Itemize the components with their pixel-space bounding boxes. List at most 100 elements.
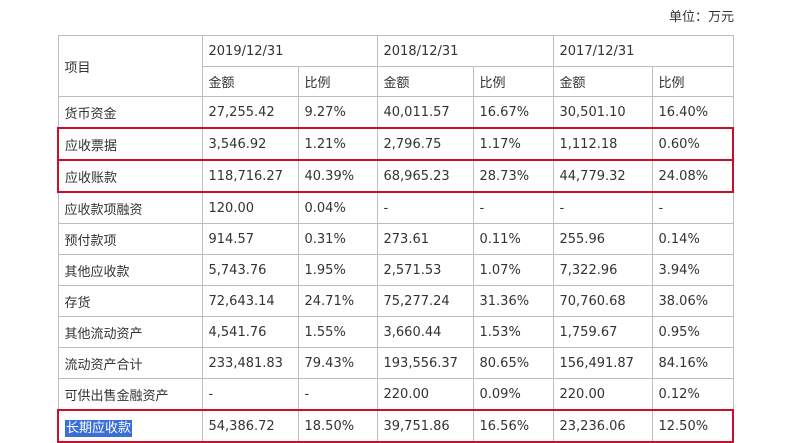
header-year: 2017/12/31 (552, 35, 734, 67)
cell-ratio: 0.31% (297, 223, 378, 255)
cell-amount: 40,011.57 (376, 96, 474, 129)
cell-ratio: 40.39% (297, 159, 378, 193)
cell-amount: - (552, 191, 653, 224)
cell-ratio: 1.17% (472, 127, 554, 161)
cell-amount: 3,546.92 (201, 127, 299, 161)
cell-amount: - (201, 378, 299, 411)
cell-ratio: 16.67% (472, 96, 554, 129)
cell-ratio: 0.12% (651, 378, 734, 411)
selected-text[interactable]: 长期应收款 (65, 419, 133, 437)
table-row: 其他流动资产 4,541.76 1.55% 3,660.44 1.53% 1,7… (57, 316, 734, 348)
table-row-highlighted: 长期应收款 54,386.72 18.50% 39,751.86 16.56% … (57, 409, 734, 443)
cell-amount: 27,255.42 (201, 96, 299, 129)
cell-ratio: 16.56% (472, 409, 554, 443)
table-row: 预付款项 914.57 0.31% 273.61 0.11% 255.96 0.… (57, 223, 734, 255)
cell-amount: 54,386.72 (201, 409, 299, 443)
header-amount: 金额 (201, 66, 299, 97)
cell-ratio: - (472, 191, 554, 224)
cell-amount: 2,571.53 (376, 254, 474, 286)
cell-amount: 5,743.76 (201, 254, 299, 286)
cell-amount: 39,751.86 (376, 409, 474, 443)
cell-ratio: 1.53% (472, 316, 554, 348)
cell-amount: 156,491.87 (552, 347, 653, 379)
header-year: 2019/12/31 (201, 35, 378, 67)
cell-amount: 118,716.27 (201, 159, 299, 193)
cell-amount: 23,236.06 (552, 409, 653, 443)
row-label-selected[interactable]: 长期应收款 (57, 409, 203, 443)
cell-ratio: 0.09% (472, 378, 554, 411)
header-item: 项目 (57, 35, 203, 97)
row-label: 流动资产合计 (57, 347, 203, 379)
cell-ratio: 0.11% (472, 223, 554, 255)
cell-amount: 1,112.18 (552, 127, 653, 161)
cell-amount: 68,965.23 (376, 159, 474, 193)
row-label: 应收账款 (57, 159, 203, 193)
row-label: 其他流动资产 (57, 316, 203, 348)
cell-amount: 273.61 (376, 223, 474, 255)
cell-amount: 72,643.14 (201, 285, 299, 317)
header-amount: 金额 (552, 66, 653, 97)
cell-ratio: 9.27% (297, 96, 378, 129)
row-label: 其他应收款 (57, 254, 203, 286)
cell-ratio: 18.50% (297, 409, 378, 443)
table-row: 流动资产合计 233,481.83 79.43% 193,556.37 80.6… (57, 347, 734, 379)
cell-ratio: 84.16% (651, 347, 734, 379)
header-row-years: 项目 2019/12/31 2018/12/31 2017/12/31 (57, 35, 734, 97)
unit-label: 单位：万元 (668, 10, 734, 25)
cell-amount: 44,779.32 (552, 159, 653, 193)
row-label: 预付款项 (57, 223, 203, 255)
header-year: 2018/12/31 (376, 35, 554, 67)
cell-ratio: 3.94% (651, 254, 734, 286)
table-row-highlighted: 应收账款 118,716.27 40.39% 68,965.23 28.73% … (57, 159, 734, 193)
header-amount: 金额 (376, 66, 474, 97)
cell-ratio: 1.55% (297, 316, 378, 348)
cell-ratio: 24.71% (297, 285, 378, 317)
table-row: 其他应收款 5,743.76 1.95% 2,571.53 1.07% 7,32… (57, 254, 734, 286)
row-label: 货币资金 (57, 96, 203, 129)
cell-amount: 4,541.76 (201, 316, 299, 348)
cell-amount: 2,796.75 (376, 127, 474, 161)
cell-amount: 220.00 (376, 378, 474, 411)
cell-amount: 193,556.37 (376, 347, 474, 379)
cell-ratio: - (297, 378, 378, 411)
cell-amount: 1,759.67 (552, 316, 653, 348)
cell-amount: 70,760.68 (552, 285, 653, 317)
cell-ratio: 1.95% (297, 254, 378, 286)
cell-ratio: 1.07% (472, 254, 554, 286)
cell-amount: 120.00 (201, 191, 299, 224)
cell-ratio: 12.50% (651, 409, 734, 443)
cell-ratio: 28.73% (472, 159, 554, 193)
table-row-highlighted: 应收票据 3,546.92 1.21% 2,796.75 1.17% 1,112… (57, 127, 734, 161)
table-row: 货币资金 27,255.42 9.27% 40,011.57 16.67% 30… (57, 96, 734, 129)
cell-amount: 3,660.44 (376, 316, 474, 348)
cell-amount: 233,481.83 (201, 347, 299, 379)
row-label: 可供出售金融资产 (57, 378, 203, 411)
row-label: 应收款项融资 (57, 191, 203, 224)
cell-ratio: 16.40% (651, 96, 734, 129)
cell-amount: 914.57 (201, 223, 299, 255)
header-ratio: 比例 (472, 66, 554, 97)
cell-amount: - (376, 191, 474, 224)
row-label: 应收票据 (57, 127, 203, 161)
balance-sheet-table: 项目 2019/12/31 2018/12/31 2017/12/31 金额 比… (57, 35, 734, 443)
cell-ratio: 0.95% (651, 316, 734, 348)
cell-ratio: 31.36% (472, 285, 554, 317)
cell-amount: 75,277.24 (376, 285, 474, 317)
cell-amount: 255.96 (552, 223, 653, 255)
cell-ratio: 38.06% (651, 285, 734, 317)
cell-ratio: 0.14% (651, 223, 734, 255)
header-ratio: 比例 (651, 66, 734, 97)
table-row: 存货 72,643.14 24.71% 75,277.24 31.36% 70,… (57, 285, 734, 317)
cell-ratio: 1.21% (297, 127, 378, 161)
cell-ratio: 0.04% (297, 191, 378, 224)
cell-ratio: 79.43% (297, 347, 378, 379)
header-row-subcols: 金额 比例 金额 比例 金额 比例 (58, 66, 734, 97)
cell-ratio: - (651, 191, 734, 224)
cell-amount: 220.00 (552, 378, 653, 411)
table-row: 可供出售金融资产 - - 220.00 0.09% 220.00 0.12% (57, 378, 734, 411)
row-label: 存货 (57, 285, 203, 317)
table-row: 应收款项融资 120.00 0.04% - - - - (57, 191, 734, 224)
cell-amount: 7,322.96 (552, 254, 653, 286)
cell-ratio: 0.60% (651, 127, 734, 161)
cell-ratio: 80.65% (472, 347, 554, 379)
